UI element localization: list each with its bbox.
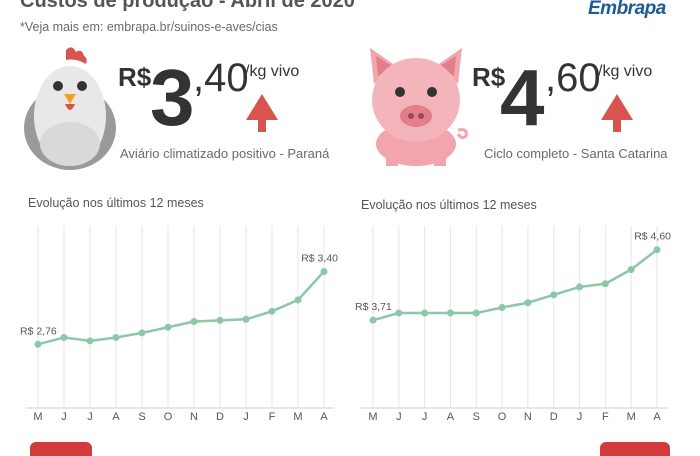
data-point [139,329,146,336]
data-point [321,268,328,275]
x-tick-label: J [396,411,402,423]
x-tick-label: S [473,411,480,423]
data-point [421,310,428,317]
data-label: R$ 2,76 [20,325,57,337]
data-point [395,310,402,317]
series-line [38,272,324,345]
data-point [654,246,661,253]
footer-tab-left [30,442,92,456]
data-point [191,318,198,325]
x-tick-label: M [33,411,42,423]
x-tick-label: N [524,411,532,423]
data-point [473,310,480,317]
data-point [524,299,531,306]
x-tick-label: M [627,411,636,423]
data-label: R$ 3,71 [355,301,392,313]
data-point [87,337,94,344]
x-tick-label: A [653,411,661,423]
data-label: R$ 3,40 [301,253,338,265]
data-point [35,341,42,348]
data-point [370,317,377,324]
data-point [217,317,224,324]
data-point [243,316,250,323]
x-tick-label: S [138,411,145,423]
data-point [499,304,506,311]
data-point [113,334,120,341]
x-tick-label: A [112,411,120,423]
x-tick-label: J [243,411,249,423]
x-tick-label: J [87,411,93,423]
x-tick-label: O [498,411,507,423]
x-tick-label: M [293,411,302,423]
chart-1: M J J A S O N D J F M A R$ 3,71 R$ 4,60 [355,226,671,423]
data-point [602,280,609,287]
x-tick-label: D [216,411,224,423]
x-tick-label: D [550,411,558,423]
data-point [61,334,68,341]
x-tick-label: F [602,411,609,423]
x-tick-label: A [447,411,455,423]
x-tick-label: F [269,411,276,423]
data-point [628,266,635,273]
x-tick-label: J [422,411,428,423]
x-tick-label: M [368,411,377,423]
data-point [269,308,276,315]
data-point [550,291,557,298]
data-point [165,324,172,331]
data-point [576,283,583,290]
series-line [373,250,657,320]
data-point [295,296,302,303]
chart-0: M J J A S O N D J F M A R$ 2,76 R$ 3,40 [20,226,338,423]
x-tick-label: J [577,411,583,423]
data-label: R$ 4,60 [634,231,671,243]
x-tick-label: O [164,411,173,423]
x-tick-label: N [190,411,198,423]
x-tick-label: A [320,411,328,423]
footer-tab-right [600,442,670,456]
data-point [447,310,454,317]
x-tick-label: J [61,411,67,423]
